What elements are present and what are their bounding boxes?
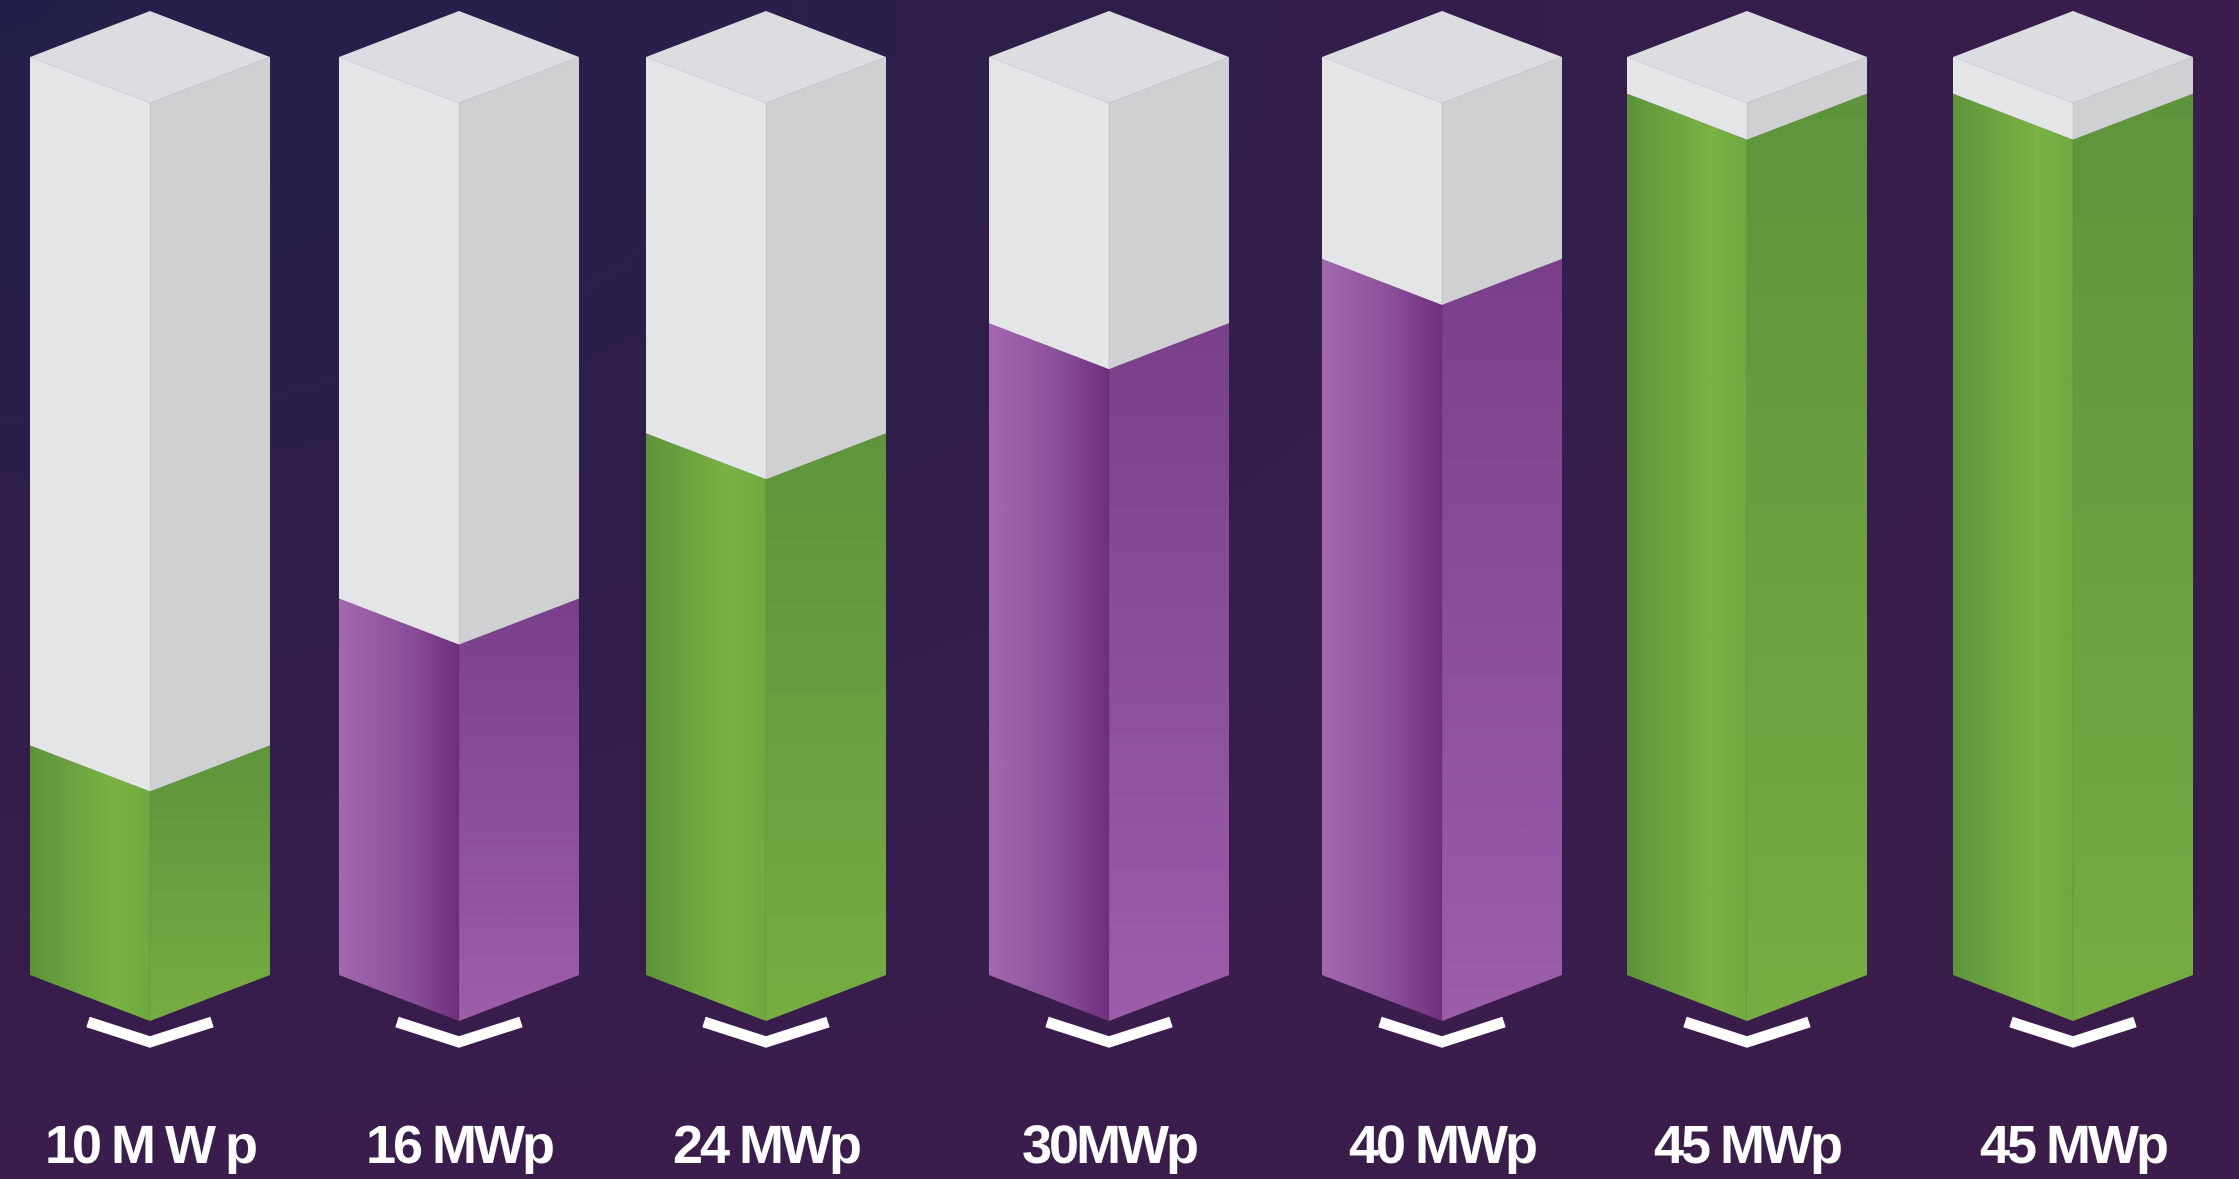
- bar-empty-right-face: [766, 57, 886, 480]
- bar-value-right-face: [1747, 93, 1867, 1022]
- category-label: 45 MWp: [1980, 1115, 2167, 1175]
- bar-5: [1322, 11, 1562, 1048]
- bar-value-right-face: [150, 745, 270, 1021]
- chevron-down-icon: [1683, 1016, 1811, 1048]
- bar-7: [1953, 11, 2193, 1048]
- category-label: 10 M W p: [45, 1115, 256, 1175]
- bar-value-left-face: [1322, 258, 1442, 1022]
- bar-empty-left-face: [1627, 57, 1747, 140]
- chevron-down-icon: [1378, 1016, 1506, 1048]
- bar-value-left-face: [1953, 93, 2073, 1022]
- bar-value-left-face: [30, 745, 150, 1021]
- bar-value-right-face: [459, 598, 579, 1021]
- bar-value-left-face: [1627, 93, 1747, 1022]
- bars-group: [30, 11, 2193, 1048]
- chevron-down-icon: [395, 1016, 523, 1048]
- bar-value-left-face: [646, 433, 766, 1021]
- category-label: 30MWp: [1022, 1115, 1197, 1175]
- bar-empty-left-face: [989, 57, 1109, 370]
- bar-value-right-face: [2073, 93, 2193, 1022]
- bar-3: [646, 11, 886, 1048]
- bar-6: [1627, 11, 1867, 1048]
- bar-2: [339, 11, 579, 1048]
- category-label: 24 MWp: [673, 1115, 860, 1175]
- bar-empty-right-face: [459, 57, 579, 645]
- bar-value-right-face: [1109, 323, 1229, 1022]
- bar-1: [30, 11, 270, 1048]
- bar-value-left-face: [339, 598, 459, 1021]
- bar-value-right-face: [766, 433, 886, 1021]
- bar-value-left-face: [989, 323, 1109, 1022]
- bar-empty-right-face: [2073, 57, 2193, 140]
- chevron-down-icon: [86, 1016, 214, 1048]
- bar-empty-right-face: [150, 57, 270, 792]
- category-label: 16 MWp: [366, 1115, 553, 1175]
- bar-empty-left-face: [1953, 57, 2073, 140]
- bar-empty-right-face: [1109, 57, 1229, 370]
- chevron-down-icon: [702, 1016, 830, 1048]
- category-labels: 10 M W p 16 MWp 24 MWp 30MWp 40 MWp 45 MWp 45 …: [45, 1115, 2170, 1175]
- bar-empty-left-face: [646, 57, 766, 480]
- category-label: 40 MWp: [1349, 1115, 1536, 1175]
- bar-empty-left-face: [339, 57, 459, 645]
- bar-empty-left-face: [30, 57, 150, 792]
- chevron-down-icon: [1045, 1016, 1173, 1048]
- bar-empty-left-face: [1322, 57, 1442, 305]
- bar-4: [989, 11, 1229, 1048]
- bar-value-right-face: [1442, 258, 1562, 1022]
- bar-empty-right-face: [1442, 57, 1562, 305]
- category-label: 45 MWp: [1654, 1115, 1841, 1175]
- chevron-down-icon: [2009, 1016, 2137, 1048]
- bar-empty-right-face: [1747, 57, 1867, 140]
